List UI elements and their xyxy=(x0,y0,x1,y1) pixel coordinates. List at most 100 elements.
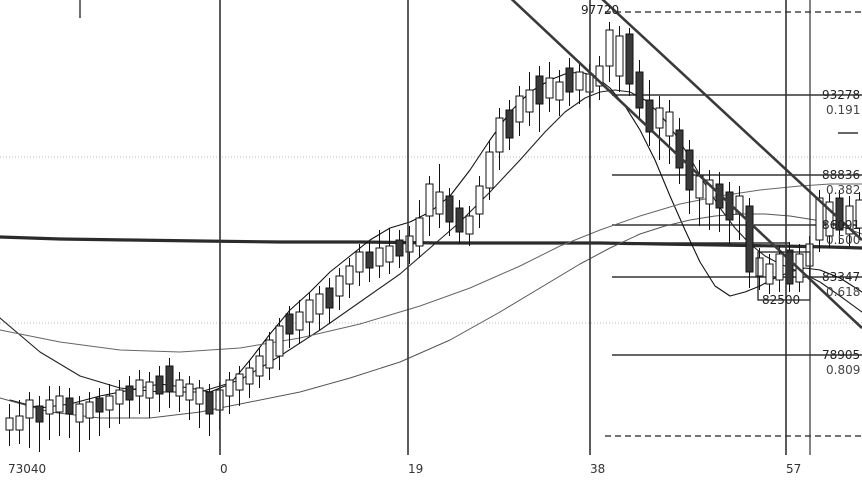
candlestick[interactable] xyxy=(25,392,34,448)
candlestick[interactable] xyxy=(725,182,734,244)
candlestick[interactable] xyxy=(15,400,24,444)
downtrend-lower xyxy=(601,0,862,241)
candlestick[interactable] xyxy=(95,388,104,436)
candlestick[interactable] xyxy=(175,372,184,412)
candlestick[interactable] xyxy=(85,392,94,440)
candlestick[interactable] xyxy=(645,80,654,146)
peak-high-label: 97720 xyxy=(581,3,620,17)
candlestick[interactable] xyxy=(285,306,294,348)
candlestick[interactable] xyxy=(635,60,644,120)
candlestick[interactable] xyxy=(535,66,544,132)
candlestick[interactable] xyxy=(135,370,144,414)
candlestick[interactable] xyxy=(435,164,444,228)
candlestick[interactable] xyxy=(625,28,634,96)
x-axis-label-0: 0 xyxy=(220,462,228,476)
candlestick[interactable] xyxy=(375,230,384,278)
candlestick[interactable] xyxy=(45,386,54,440)
candlestick[interactable] xyxy=(745,198,754,288)
candlestick-group xyxy=(5,22,862,452)
fib-ratio-label-0.191: 0.191 xyxy=(826,103,861,117)
candlestick[interactable] xyxy=(525,72,534,126)
candlestick[interactable] xyxy=(845,196,854,246)
moving-average-group xyxy=(0,71,862,419)
price-level-label-83347: 83347 xyxy=(822,270,861,284)
candlestick[interactable] xyxy=(35,396,44,452)
candlestick[interactable] xyxy=(785,242,794,292)
candlestick[interactable] xyxy=(355,244,364,286)
candlestick[interactable] xyxy=(305,292,314,336)
candlestick[interactable] xyxy=(205,384,214,436)
candlestick[interactable] xyxy=(755,248,764,290)
candlestick[interactable] xyxy=(455,200,464,244)
candlestick[interactable] xyxy=(245,360,254,398)
candlestick[interactable] xyxy=(195,380,204,428)
candlestick[interactable] xyxy=(265,332,274,380)
candlestick[interactable] xyxy=(5,404,14,446)
candlestick[interactable] xyxy=(415,200,424,258)
x-axis-label-19: 19 xyxy=(408,462,424,476)
candlestick[interactable] xyxy=(235,366,244,406)
candlestick[interactable] xyxy=(715,172,724,232)
candlestick[interactable] xyxy=(465,206,474,246)
candlestick[interactable] xyxy=(75,396,84,452)
candlestick[interactable] xyxy=(275,318,284,370)
candlestick[interactable] xyxy=(325,278,334,324)
downtrend-upper xyxy=(510,0,862,329)
candlestick[interactable] xyxy=(475,176,484,228)
candlestick[interactable] xyxy=(855,192,862,240)
candlestick[interactable] xyxy=(485,140,494,200)
candlestick[interactable] xyxy=(185,376,194,420)
ma-long-thick xyxy=(0,235,862,250)
candlestick[interactable] xyxy=(675,118,684,184)
candlestick[interactable] xyxy=(655,96,664,160)
candlestick[interactable] xyxy=(665,100,674,164)
candlestick[interactable] xyxy=(225,372,234,414)
fib-ratio-label-0.809: 0.809 xyxy=(826,363,861,377)
candlestick[interactable] xyxy=(145,372,154,418)
fib-ratio-label-0.618: 0.618 xyxy=(826,285,861,299)
fib-ratio-label-0.500: 0.500 xyxy=(826,233,861,247)
candlestick[interactable] xyxy=(385,228,394,274)
candlestick[interactable] xyxy=(65,388,74,438)
candlestick[interactable] xyxy=(395,230,404,268)
candlestick[interactable] xyxy=(495,108,504,170)
candlestick[interactable] xyxy=(705,170,714,230)
candlestick[interactable] xyxy=(515,86,524,136)
candlestick[interactable] xyxy=(295,300,304,344)
candlestick[interactable] xyxy=(255,348,264,388)
candlestick[interactable] xyxy=(765,254,774,294)
candlestick[interactable] xyxy=(605,22,614,82)
candlestick[interactable] xyxy=(425,176,434,236)
candlestick[interactable] xyxy=(125,376,134,418)
candlestick[interactable] xyxy=(545,62,554,112)
candlestick[interactable] xyxy=(105,384,114,428)
price-level-label-78905: 78905 xyxy=(822,348,861,362)
candlestick[interactable] xyxy=(115,380,124,424)
candlestick[interactable] xyxy=(55,386,64,436)
candlestick[interactable] xyxy=(555,70,564,116)
candlestick[interactable] xyxy=(445,188,454,236)
trendlines-group xyxy=(510,0,862,329)
candlestick[interactable] xyxy=(775,246,784,292)
price-level-label-86091: 86091 xyxy=(822,218,861,232)
x-axis-label-73040: 73040 xyxy=(8,462,47,476)
candlestick[interactable] xyxy=(615,26,624,92)
candlestick[interactable] xyxy=(155,366,164,412)
dashed-levels-group xyxy=(605,11,862,437)
price-level-label-88836: 88836 xyxy=(822,168,861,182)
candlestick[interactable] xyxy=(825,194,834,248)
candlestick[interactable] xyxy=(335,268,344,310)
candlestick[interactable] xyxy=(505,100,514,150)
candlestick[interactable] xyxy=(345,258,354,298)
candlestick[interactable] xyxy=(565,58,574,106)
candlestick[interactable] xyxy=(365,242,374,282)
candlestick[interactable] xyxy=(165,358,174,408)
candlestick[interactable] xyxy=(405,226,414,264)
candlestick[interactable] xyxy=(575,62,584,104)
candlestick[interactable] xyxy=(595,56,604,100)
fib-ratio-label-0.382: 0.382 xyxy=(826,183,861,197)
candlestick[interactable] xyxy=(835,190,844,244)
candlestick[interactable] xyxy=(315,286,324,330)
